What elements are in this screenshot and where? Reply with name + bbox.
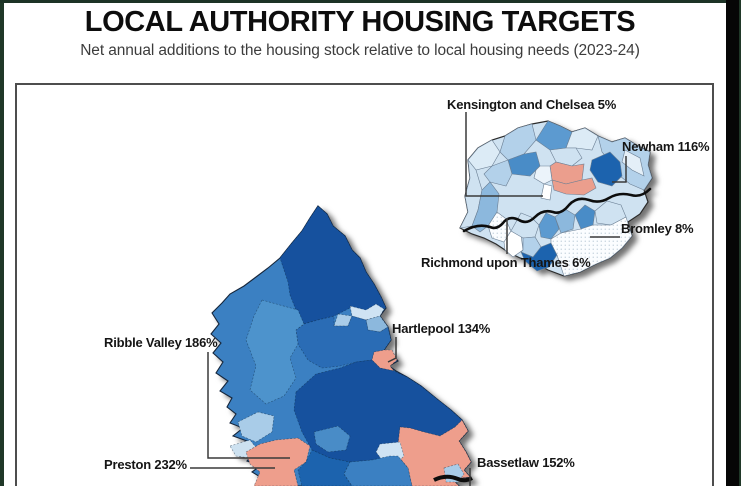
label-bromley: Bromley 8% [621, 221, 694, 236]
label-richmond-upon-thames: Richmond upon Thames 6% [421, 255, 591, 270]
frame-top-edge [0, 0, 741, 3]
label-ribble-valley: Ribble Valley 186% [104, 335, 218, 350]
page-subtitle: Net annual additions to the housing stoc… [80, 42, 640, 60]
label-newham: Newham 116% [622, 139, 710, 154]
frame-left-edge [0, 0, 4, 486]
header: LOCAL AUTHORITY HOUSING TARGETS Net annu… [4, 6, 716, 60]
label-hartlepool: Hartlepool 134% [392, 321, 491, 336]
label-bassetlaw: Bassetlaw 152% [477, 455, 575, 470]
page-title: LOCAL AUTHORITY HOUSING TARGETS [84, 6, 636, 38]
page-edge-shadow [726, 0, 739, 486]
label-kensington-and-chelsea: Kensington and Chelsea 5% [447, 97, 617, 112]
frame-right-edge [739, 0, 741, 486]
label-preston: Preston 232% [104, 457, 187, 472]
map-panel [15, 83, 714, 486]
